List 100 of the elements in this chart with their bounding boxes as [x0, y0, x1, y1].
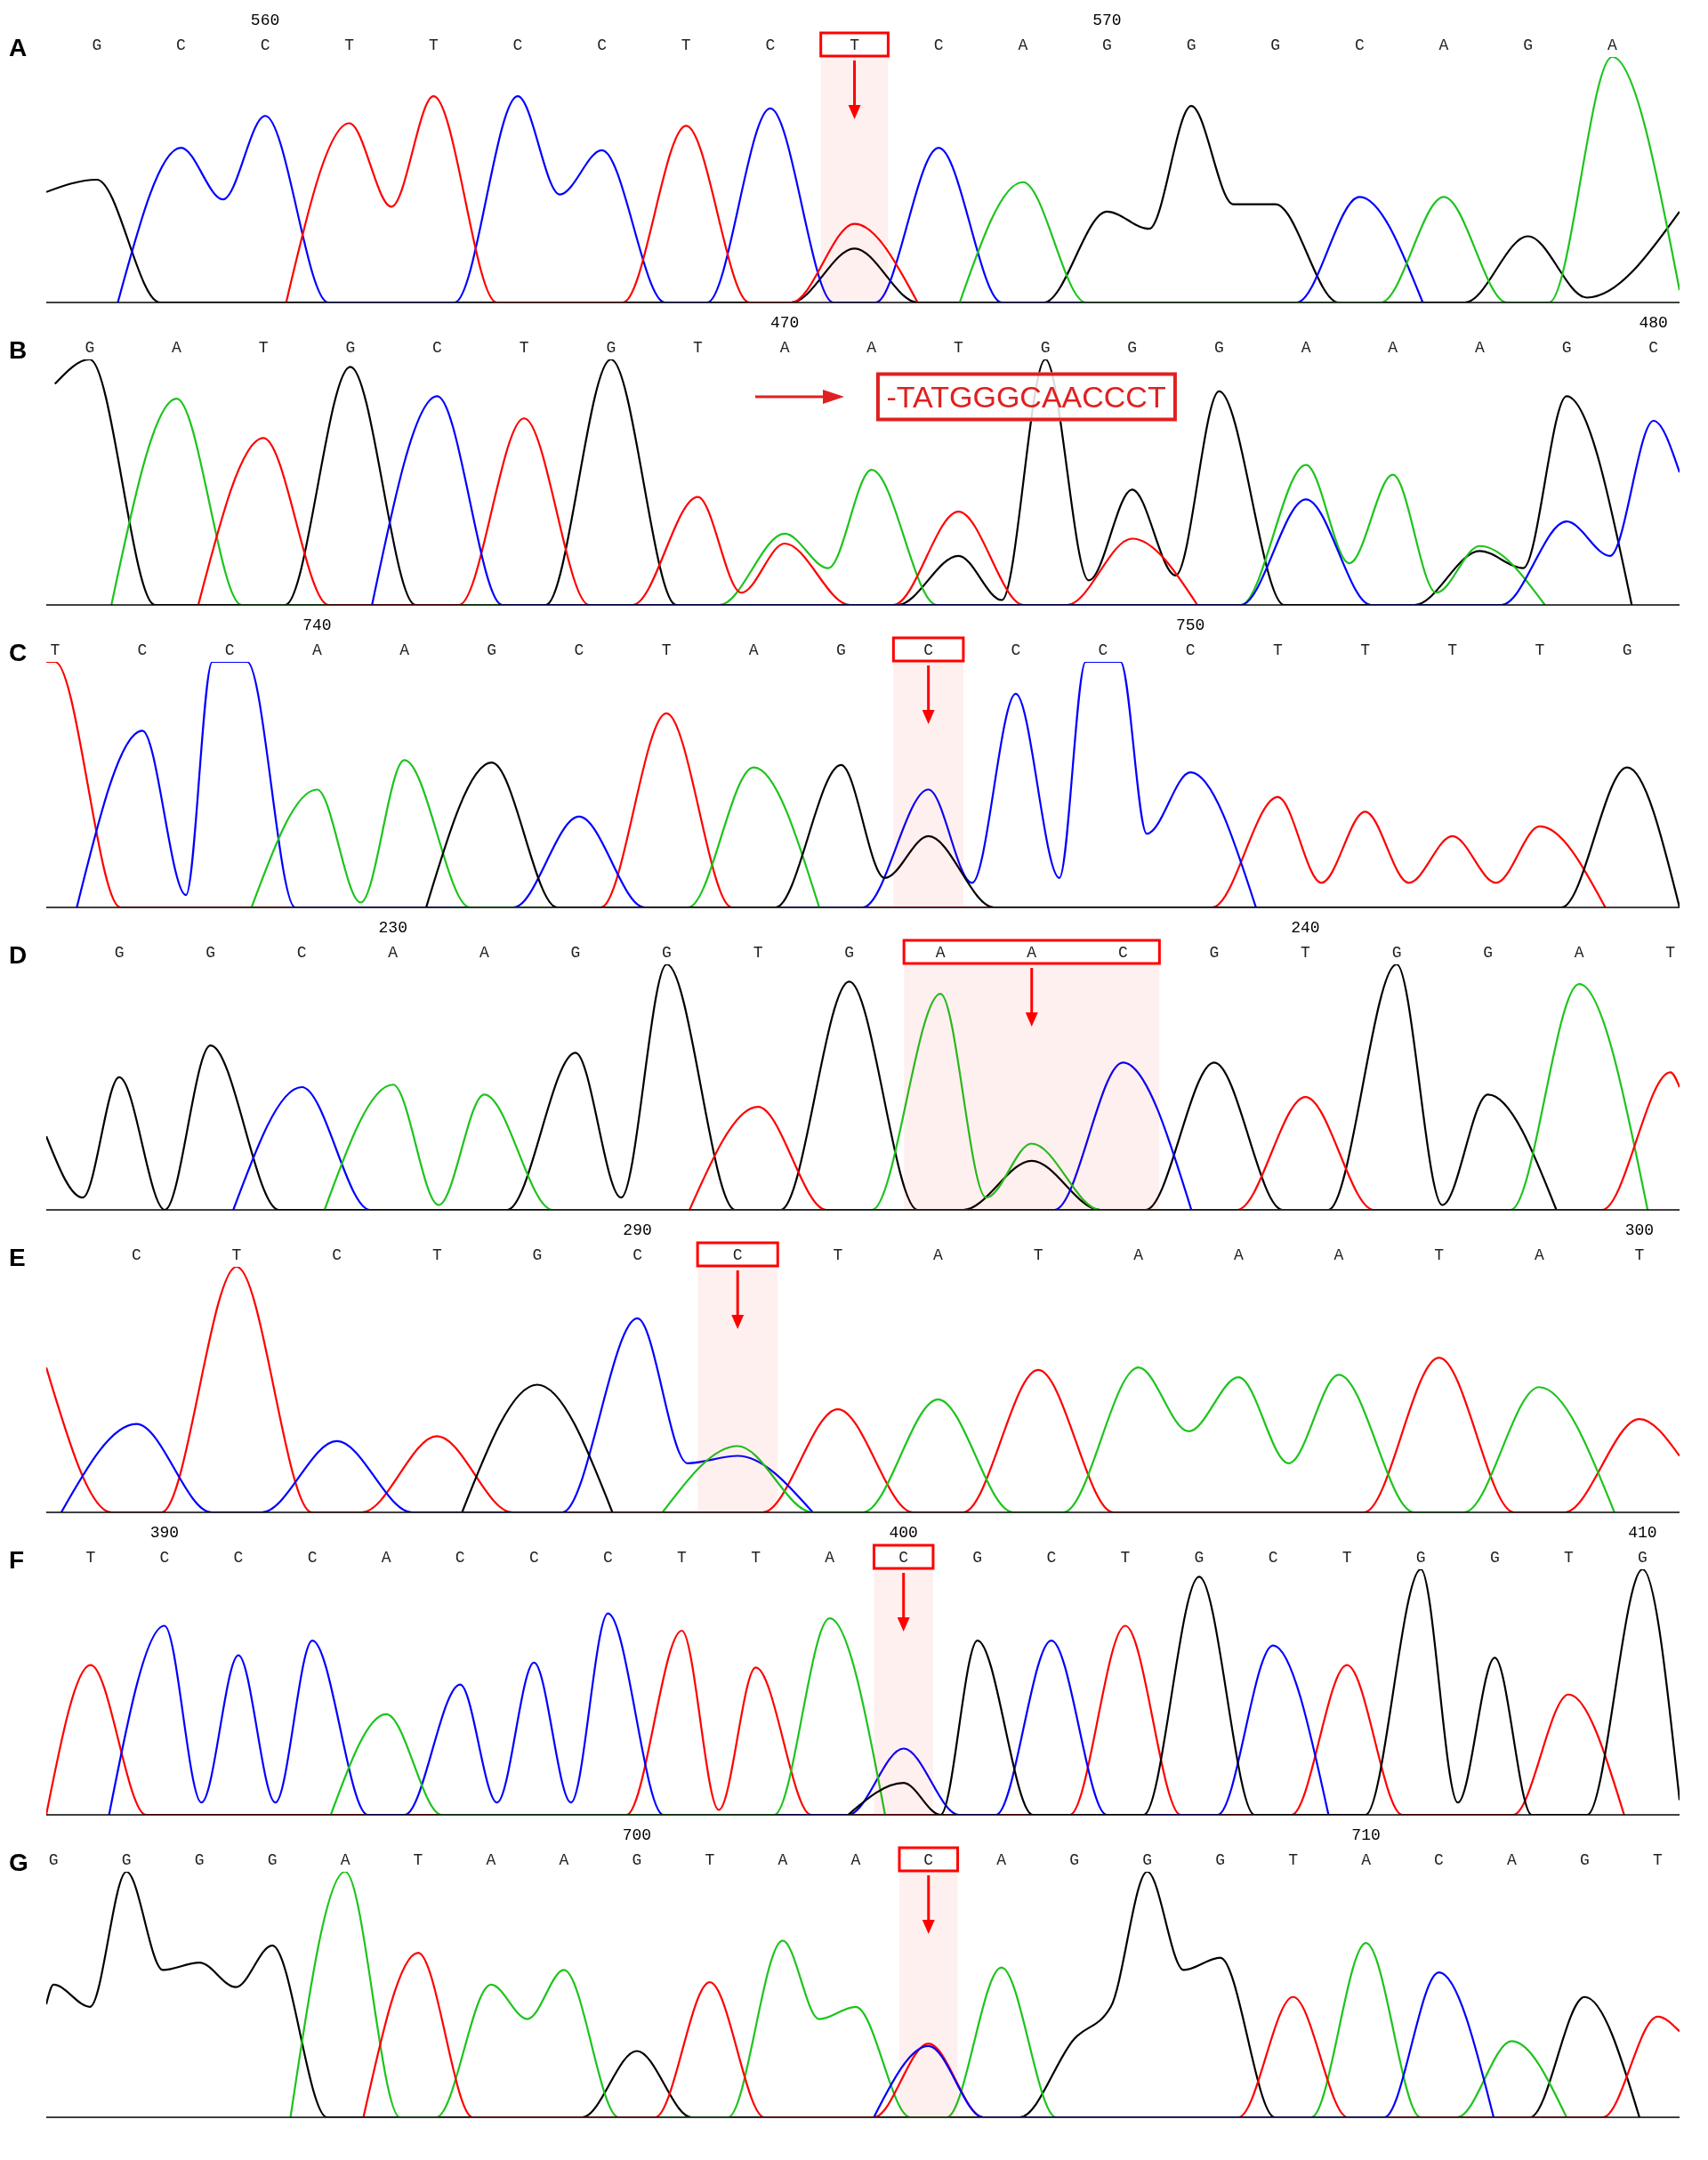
text: A	[1333, 1246, 1344, 1264]
text: G	[1622, 641, 1632, 659]
text: A	[1018, 36, 1028, 54]
text: A	[1133, 1246, 1144, 1264]
x-tick-label: 700	[622, 1826, 652, 1844]
text: T	[1288, 1851, 1299, 1869]
text: A	[748, 641, 759, 659]
text: G	[1040, 339, 1051, 357]
text: A	[1507, 1851, 1518, 1869]
text: T	[1447, 641, 1458, 659]
text: G	[1638, 1549, 1648, 1567]
text: G	[532, 1246, 543, 1264]
text: T	[693, 339, 704, 357]
text: C	[597, 36, 608, 54]
text: C	[307, 1549, 318, 1567]
text: C	[765, 36, 776, 54]
text: C	[923, 641, 934, 659]
text: G	[570, 944, 581, 962]
text: G	[267, 1851, 278, 1869]
text: C	[1011, 641, 1021, 659]
text: A	[1388, 339, 1398, 357]
text: G	[1391, 944, 1402, 962]
text: A	[399, 641, 410, 659]
text: C	[1046, 1549, 1057, 1567]
text: G	[1194, 1549, 1204, 1567]
text: T	[413, 1851, 423, 1869]
text: T	[1434, 1246, 1445, 1264]
text: T	[1272, 641, 1283, 659]
text: G	[345, 339, 356, 357]
text: C	[1268, 1549, 1278, 1567]
text: C	[574, 641, 584, 659]
text: G	[1215, 1851, 1226, 1869]
x-tick-label: 740	[302, 617, 332, 634]
text: G	[114, 944, 125, 962]
text: A	[1438, 36, 1449, 54]
text: G	[1561, 339, 1572, 357]
x-tick-label: 750	[1175, 617, 1205, 634]
text: A	[1574, 944, 1584, 962]
text: A	[1607, 36, 1617, 54]
text: T	[50, 641, 60, 659]
text: G	[1483, 944, 1494, 962]
text: T	[1563, 1549, 1574, 1567]
text: C	[528, 1549, 539, 1567]
text: A	[486, 1851, 496, 1869]
text: A	[935, 944, 946, 962]
text: A	[340, 1851, 350, 1869]
text: T	[1653, 1851, 1663, 1869]
text: A	[996, 1851, 1007, 1869]
text: C	[1648, 339, 1659, 357]
text: T	[258, 339, 269, 357]
x-tick-label: 410	[1628, 1524, 1657, 1542]
x-tick-label: 390	[149, 1524, 180, 1542]
text: A	[559, 1851, 569, 1869]
text: G	[972, 1549, 983, 1567]
text: C	[1098, 641, 1108, 659]
text: A	[850, 1851, 861, 1869]
text: T	[1301, 944, 1311, 962]
text: A	[381, 1549, 391, 1567]
text: T	[431, 1246, 442, 1264]
text: T	[1535, 641, 1545, 659]
text: T	[705, 1851, 715, 1869]
text: G	[1127, 339, 1138, 357]
text: G	[92, 36, 102, 54]
text: G	[1489, 1549, 1500, 1567]
text: C	[137, 641, 148, 659]
text: T	[231, 1246, 242, 1264]
text: C	[176, 36, 187, 54]
chart-title: B	[9, 336, 28, 365]
text: T	[344, 36, 355, 54]
text: G	[632, 1851, 642, 1869]
text: G	[1415, 1549, 1426, 1567]
text: C	[159, 1549, 170, 1567]
text: C	[1117, 944, 1128, 962]
chart-title: D	[9, 941, 28, 970]
text: C	[1185, 641, 1196, 659]
text: G	[1523, 36, 1534, 54]
text: C	[260, 36, 270, 54]
text: C	[332, 1246, 342, 1264]
text: C	[296, 944, 307, 962]
text: G	[85, 339, 95, 357]
x-tick-label: 230	[378, 919, 407, 937]
text: C	[512, 36, 523, 54]
text: G	[1580, 1851, 1590, 1869]
chart-title: A	[9, 34, 28, 62]
text: G	[836, 641, 846, 659]
text: G	[48, 1851, 59, 1869]
text: T	[1634, 1246, 1645, 1264]
x-tick-label: 560	[250, 12, 280, 29]
text: G	[121, 1851, 132, 1869]
text: G	[1214, 339, 1224, 357]
text: T	[1665, 944, 1676, 962]
text: C	[923, 1851, 934, 1869]
text: A	[933, 1246, 944, 1264]
x-tick-label: 300	[1624, 1221, 1655, 1239]
text: A	[1361, 1851, 1372, 1869]
text: C	[632, 1246, 643, 1264]
text: A	[825, 1549, 835, 1567]
text: C	[898, 1549, 909, 1567]
text: T	[85, 1549, 96, 1567]
text: G	[205, 944, 216, 962]
